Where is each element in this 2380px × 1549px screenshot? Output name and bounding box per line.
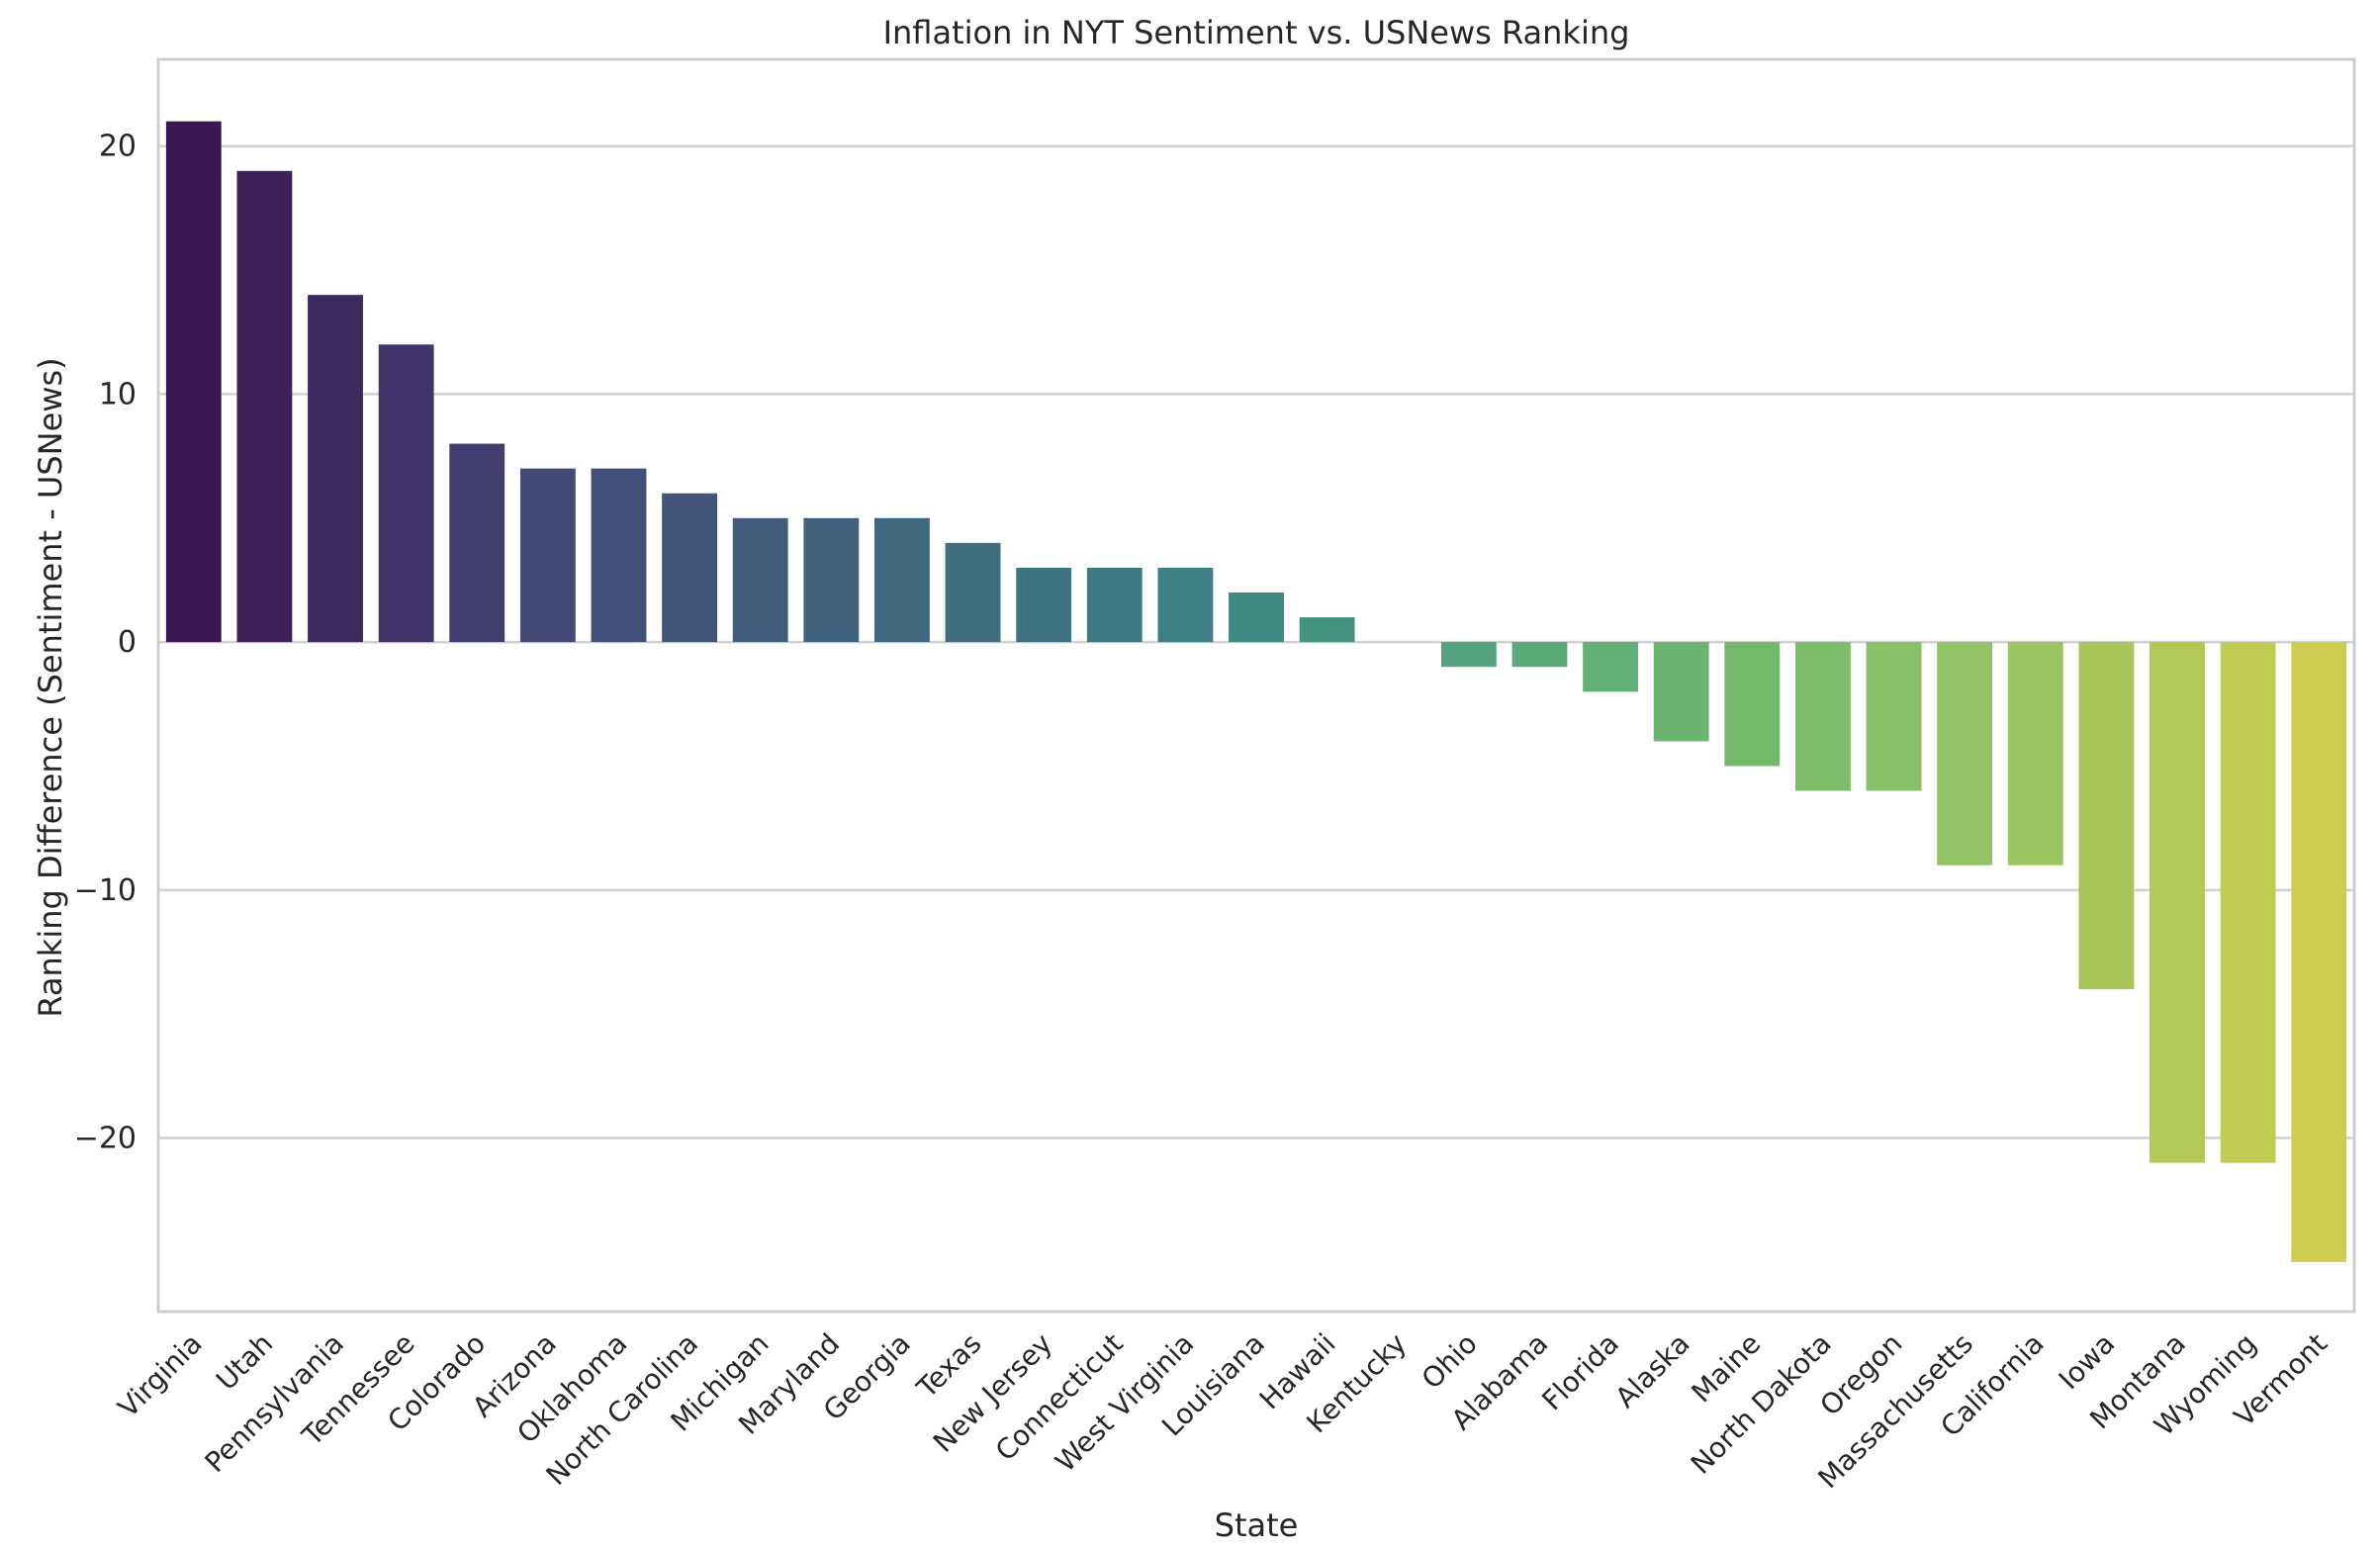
bar: [1794, 642, 1851, 791]
chart-title: Inflation in NYT Sentiment vs. USNews Ra…: [883, 14, 1630, 51]
bar: [1511, 642, 1568, 668]
bar: [1583, 642, 1638, 692]
bar: [1229, 592, 1284, 643]
bar: [1440, 642, 1497, 668]
bar: [236, 170, 293, 643]
bar: [1157, 567, 1214, 643]
bar: [1016, 567, 1072, 643]
bar: [2291, 642, 2347, 1262]
y-tick-labels: 20 10 0 −10 −20: [74, 130, 137, 1156]
y-tick-label: 20: [99, 130, 137, 164]
bar: [165, 121, 222, 643]
bar: [2150, 642, 2205, 1163]
bar: [1866, 642, 1922, 791]
bars: [165, 121, 2347, 1262]
bar: [2220, 642, 2276, 1163]
y-tick-label: −20: [74, 1122, 137, 1156]
bar: [662, 493, 718, 643]
x-axis-label: State: [1215, 1506, 1299, 1544]
bar: [2078, 642, 2135, 990]
bar: [1653, 642, 1709, 742]
bar: [803, 517, 860, 643]
bar: [308, 295, 363, 643]
bar: [1724, 642, 1781, 767]
bar: [1299, 617, 1355, 643]
bar: [1937, 642, 1993, 866]
bar: [378, 344, 434, 643]
y-tick-label: 10: [99, 377, 137, 411]
x-tick-label: Virginia: [112, 1327, 209, 1424]
bar: [1086, 567, 1143, 643]
y-axis-label: Ranking Difference (Sentiment - USNews): [32, 357, 69, 1017]
x-tick-label: Alaska: [1609, 1327, 1696, 1414]
plot-frame: [156, 57, 2356, 1314]
y-tick-label: 0: [118, 625, 137, 660]
bar: [732, 517, 788, 643]
bar: [2007, 642, 2063, 866]
bar: [449, 443, 505, 643]
x-tick-labels: Virginia UtahPennsylvaniaTennesseeColorad…: [112, 1327, 2334, 1496]
bar: [591, 468, 647, 643]
x-tick-label: Florida: [1535, 1327, 1625, 1417]
y-tick-label: −10: [74, 873, 137, 908]
bar: [874, 517, 930, 643]
bar: [519, 468, 576, 643]
bar: [945, 542, 1001, 643]
